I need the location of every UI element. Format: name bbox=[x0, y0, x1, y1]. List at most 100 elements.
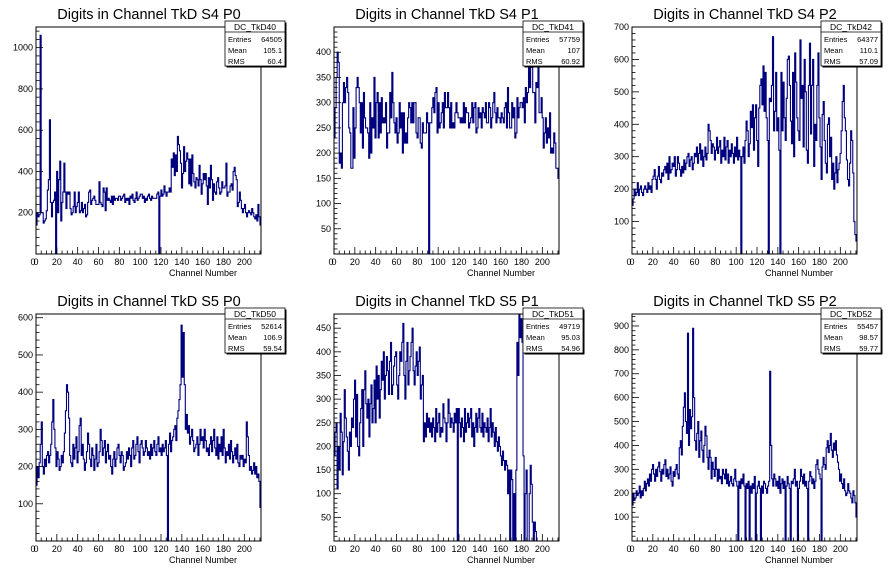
histogram-pad: Digits in Channel TkD S4 P0 0 20 40 60 80 100 1… bbox=[0, 0, 298, 287]
x-tick-label: 40 bbox=[73, 257, 83, 267]
x-tick-label: 40 bbox=[73, 544, 83, 554]
stats-value: 52614 bbox=[261, 322, 282, 331]
stats-label: Mean bbox=[526, 46, 545, 55]
stats-name: DC_TkD42 bbox=[830, 22, 872, 32]
x-tick-label: 20 bbox=[52, 544, 62, 554]
stats-name: DC_TkD50 bbox=[234, 309, 276, 319]
y-tick-label: 300 bbox=[614, 152, 629, 162]
x-axis-title: Channel Number bbox=[169, 555, 237, 565]
x-tick-label: 20 bbox=[648, 257, 658, 267]
x-tick-label: 60 bbox=[689, 544, 699, 554]
stats-label: Mean bbox=[526, 333, 545, 342]
y-tick-label: 200 bbox=[18, 208, 33, 218]
stats-value: 98.57 bbox=[859, 333, 878, 342]
y-tick-label: 400 bbox=[614, 440, 629, 450]
x-tick-label: 60 bbox=[93, 257, 103, 267]
x-tick-label: 20 bbox=[350, 257, 360, 267]
plot-title: Digits in Channel TkD S5 P1 bbox=[355, 294, 539, 310]
stats-label: Entries bbox=[526, 322, 550, 331]
stats-box bbox=[522, 20, 584, 67]
stats-value: 95.03 bbox=[561, 333, 580, 342]
y-tick-label: 250 bbox=[316, 418, 331, 428]
histogram-svg: Digits in Channel TkD S4 P0 0 20 40 60 80 100 1… bbox=[13, 7, 287, 278]
x-tick-label: 160 bbox=[195, 257, 210, 267]
y-tick-label: 1000 bbox=[13, 43, 33, 53]
x-tick-label: 160 bbox=[791, 544, 806, 554]
stats-value: 106.9 bbox=[263, 333, 282, 342]
x-tick-label: 100 bbox=[431, 544, 446, 554]
y-tick-label: 600 bbox=[614, 393, 629, 403]
stats-label: RMS bbox=[228, 57, 245, 66]
histogram-line bbox=[36, 324, 261, 542]
y-tick-label: 400 bbox=[316, 47, 331, 57]
x-tick-label: 120 bbox=[153, 544, 168, 554]
stats-value: 54.96 bbox=[561, 344, 580, 353]
plot-frame bbox=[631, 26, 858, 255]
x-tick-label: 160 bbox=[493, 257, 508, 267]
y-tick-label: 400 bbox=[18, 166, 33, 176]
y-tick-label: 200 bbox=[316, 148, 331, 158]
x-axis-title: Channel Number bbox=[765, 268, 833, 278]
x-tick-label: 100 bbox=[133, 257, 148, 267]
histogram-pad: Digits in Channel TkD S5 P1 0 20 40 60 80 100 1… bbox=[298, 287, 596, 574]
stats-label: RMS bbox=[824, 344, 841, 353]
stats-label: Entries bbox=[526, 35, 550, 44]
x-tick-label: 200 bbox=[237, 544, 252, 554]
y-tick-label: 100 bbox=[316, 199, 331, 209]
stats-box bbox=[522, 307, 584, 354]
y-tick-label: 500 bbox=[18, 350, 33, 360]
stats-name: DC_TkD40 bbox=[234, 22, 276, 32]
x-tick-label: 120 bbox=[451, 544, 466, 554]
y-tick-label: 50 bbox=[321, 224, 331, 234]
y-tick-label: 50 bbox=[321, 512, 331, 522]
histogram-line bbox=[632, 36, 857, 255]
origin-label: 0 bbox=[30, 257, 35, 267]
y-tick-label: 700 bbox=[614, 22, 629, 32]
x-tick-label: 20 bbox=[52, 257, 62, 267]
x-tick-label: 0 bbox=[331, 544, 336, 554]
origin-label: 0 bbox=[328, 257, 333, 267]
x-tick-label: 180 bbox=[514, 257, 529, 267]
histogram-svg: Digits in Channel TkD S4 P1 0 20 40 60 80 100 1… bbox=[316, 7, 585, 278]
x-tick-label: 100 bbox=[729, 544, 744, 554]
stats-value: 49719 bbox=[559, 322, 580, 331]
plot-title: Digits in Channel TkD S4 P0 bbox=[57, 7, 241, 23]
x-tick-label: 20 bbox=[350, 544, 360, 554]
histogram-svg: Digits in Channel TkD S4 P2 0 20 40 60 80 100 1… bbox=[614, 7, 883, 278]
x-tick-label: 200 bbox=[535, 544, 550, 554]
stats-label: Mean bbox=[824, 333, 843, 342]
x-tick-label: 180 bbox=[812, 257, 827, 267]
x-tick-label: 80 bbox=[114, 544, 124, 554]
x-tick-label: 40 bbox=[371, 544, 381, 554]
histogram-line bbox=[632, 327, 857, 542]
x-tick-label: 80 bbox=[412, 544, 422, 554]
stats-value: 105.1 bbox=[263, 46, 282, 55]
x-tick-label: 60 bbox=[93, 544, 103, 554]
stats-label: Mean bbox=[824, 46, 843, 55]
stats-box bbox=[224, 20, 286, 67]
stats-value: 57759 bbox=[559, 35, 580, 44]
x-tick-label: 140 bbox=[770, 544, 785, 554]
x-tick-label: 120 bbox=[749, 544, 764, 554]
plot-title: Digits in Channel TkD S5 P0 bbox=[57, 294, 241, 310]
x-tick-label: 120 bbox=[749, 257, 764, 267]
y-tick-label: 200 bbox=[18, 462, 33, 472]
stats-label: Entries bbox=[228, 322, 252, 331]
y-tick-label: 200 bbox=[614, 488, 629, 498]
x-tick-label: 80 bbox=[710, 544, 720, 554]
plot-frame bbox=[631, 313, 858, 542]
stats-value: 57.09 bbox=[859, 57, 878, 66]
x-tick-label: 100 bbox=[729, 257, 744, 267]
y-tick-label: 100 bbox=[614, 217, 629, 227]
y-tick-label: 400 bbox=[614, 119, 629, 129]
y-tick-label: 500 bbox=[614, 87, 629, 97]
x-tick-label: 200 bbox=[833, 257, 848, 267]
stats-value: 59.77 bbox=[859, 344, 878, 353]
y-tick-label: 300 bbox=[316, 394, 331, 404]
y-tick-label: 150 bbox=[316, 173, 331, 183]
x-tick-label: 80 bbox=[114, 257, 124, 267]
stats-name: DC_TkD52 bbox=[830, 309, 872, 319]
x-tick-label: 140 bbox=[174, 544, 189, 554]
x-tick-label: 180 bbox=[216, 257, 231, 267]
y-tick-label: 800 bbox=[614, 345, 629, 355]
